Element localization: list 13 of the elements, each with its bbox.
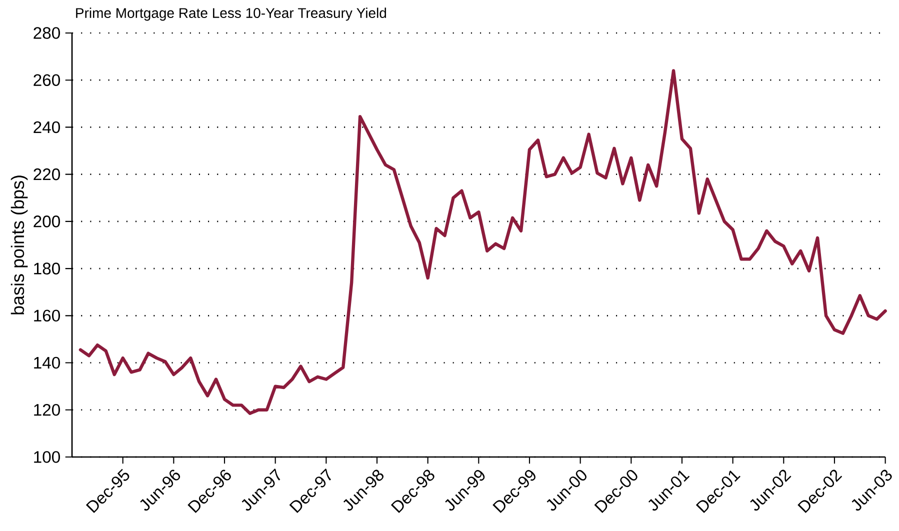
y-axis-title: basis points (bps) (10, 176, 28, 314)
chart-title: Prime Mortgage Rate Less 10-Year Treasury Yield (76, 8, 386, 21)
line-series (78, 69, 887, 416)
y-tick-label: 280 (34, 27, 60, 39)
y-tick-label: 180 (34, 262, 60, 274)
y-tick-label: 240 (34, 121, 60, 134)
y-tick-label: 260 (34, 74, 60, 86)
y-tick-label: 220 (34, 168, 60, 180)
y-tick-label: 200 (34, 216, 60, 228)
y-tick-label: 140 (34, 356, 60, 369)
y-tick-label: 120 (34, 404, 60, 416)
y-tick-label: 160 (34, 310, 60, 322)
y-tick-label: 100 (34, 451, 60, 463)
